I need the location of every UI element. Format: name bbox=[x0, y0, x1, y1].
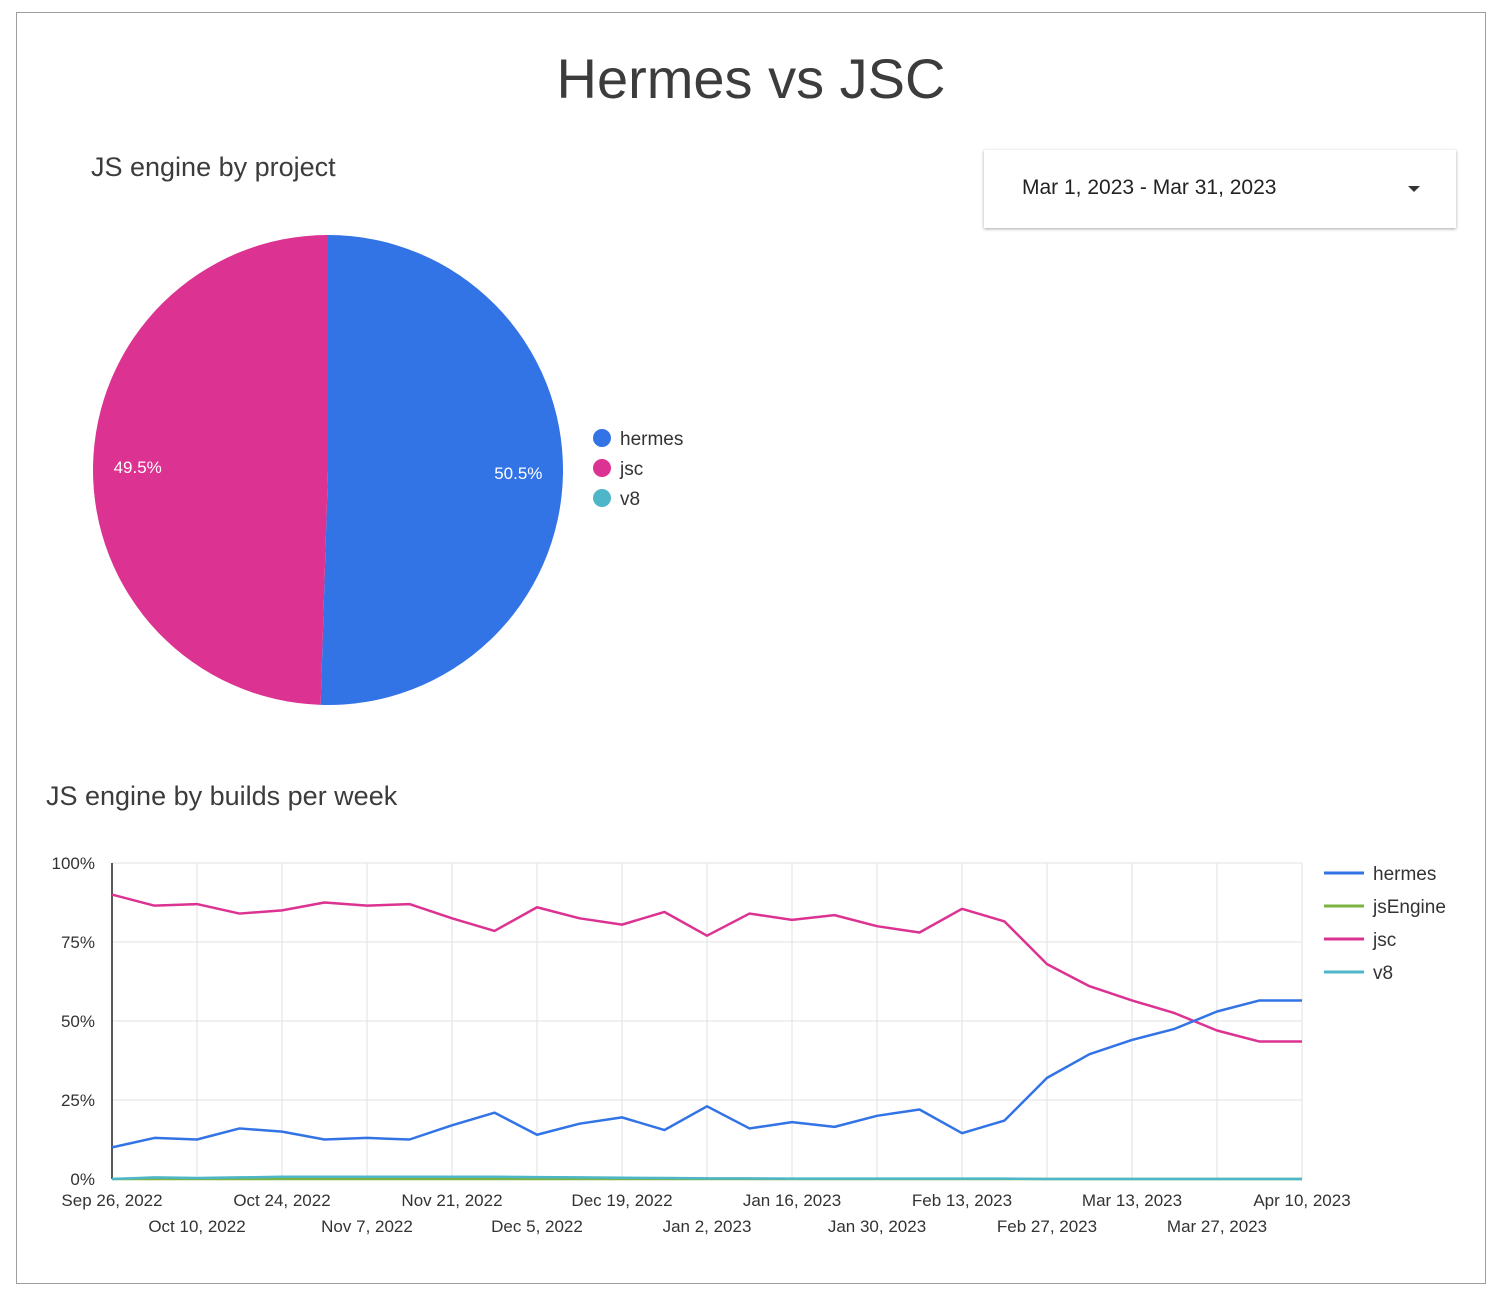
x-tick-label: Dec 5, 2022 bbox=[491, 1217, 583, 1236]
legend-label-v8: v8 bbox=[620, 489, 640, 510]
y-tick-label: 100% bbox=[52, 854, 95, 873]
legend-label-hermes: hermes bbox=[620, 429, 683, 450]
legend-label-jsc: jsc bbox=[1372, 930, 1396, 951]
x-tick-label: Feb 13, 2023 bbox=[912, 1191, 1012, 1210]
pie-chart: 50.5% 49.5% hermes jsc v8 bbox=[93, 234, 683, 705]
x-tick-label: Mar 13, 2023 bbox=[1082, 1191, 1182, 1210]
x-tick-label: Dec 19, 2022 bbox=[571, 1191, 672, 1210]
x-tick-label: Jan 30, 2023 bbox=[828, 1217, 926, 1236]
pie-slice-label: 49.5% bbox=[114, 458, 162, 477]
legend-label-v8: v8 bbox=[1373, 963, 1393, 984]
page-title: Hermes vs JSC bbox=[556, 47, 946, 110]
series-line-jsc bbox=[111, 893, 1302, 1043]
pie-slice-label: 50.5% bbox=[494, 464, 542, 483]
x-tick-label: Sep 26, 2022 bbox=[61, 1191, 162, 1210]
date-range-picker[interactable]: Mar 1, 2023 - Mar 31, 2023 bbox=[984, 150, 1456, 228]
y-tick-label: 25% bbox=[61, 1091, 95, 1110]
x-tick-label: Jan 16, 2023 bbox=[743, 1191, 841, 1210]
pie-slice-jsc bbox=[93, 235, 328, 705]
legend-swatch-jsc bbox=[593, 459, 611, 477]
x-tick-label: Mar 27, 2023 bbox=[1167, 1217, 1267, 1236]
x-tick-label: Oct 10, 2022 bbox=[148, 1217, 245, 1236]
x-tick-label: Nov 7, 2022 bbox=[321, 1217, 413, 1236]
legend-label-jsEngine: jsEngine bbox=[1372, 897, 1446, 918]
line-chart-title: JS engine by builds per week bbox=[46, 781, 398, 811]
y-tick-label: 50% bbox=[61, 1012, 95, 1031]
chevron-down-icon[interactable] bbox=[1408, 186, 1420, 192]
line-chart: 0% 25% 50% 75% 100% Sep 26, 2022 Oct 10, 2022 O… bbox=[52, 854, 1446, 1236]
series-line-hermes bbox=[111, 999, 1302, 1149]
x-tick-label: Feb 27, 2023 bbox=[997, 1217, 1097, 1236]
legend-label-hermes: hermes bbox=[1373, 864, 1436, 885]
y-tick-label: 75% bbox=[61, 933, 95, 952]
x-tick-label: Nov 21, 2022 bbox=[401, 1191, 502, 1210]
x-tick-label: Apr 10, 2023 bbox=[1253, 1191, 1350, 1210]
legend-swatch-v8 bbox=[593, 489, 611, 507]
y-tick-label: 0% bbox=[70, 1170, 95, 1189]
date-range-value: Mar 1, 2023 - Mar 31, 2023 bbox=[1022, 176, 1277, 199]
legend-label-jsc: jsc bbox=[619, 459, 643, 480]
pie-chart-title: JS engine by project bbox=[91, 152, 336, 182]
x-tick-label: Oct 24, 2022 bbox=[233, 1191, 330, 1210]
pie-slice-hermes bbox=[320, 234, 564, 705]
x-tick-label: Jan 2, 2023 bbox=[663, 1217, 752, 1236]
series-line-v8 bbox=[111, 1175, 1302, 1181]
legend-swatch-hermes bbox=[593, 429, 611, 447]
